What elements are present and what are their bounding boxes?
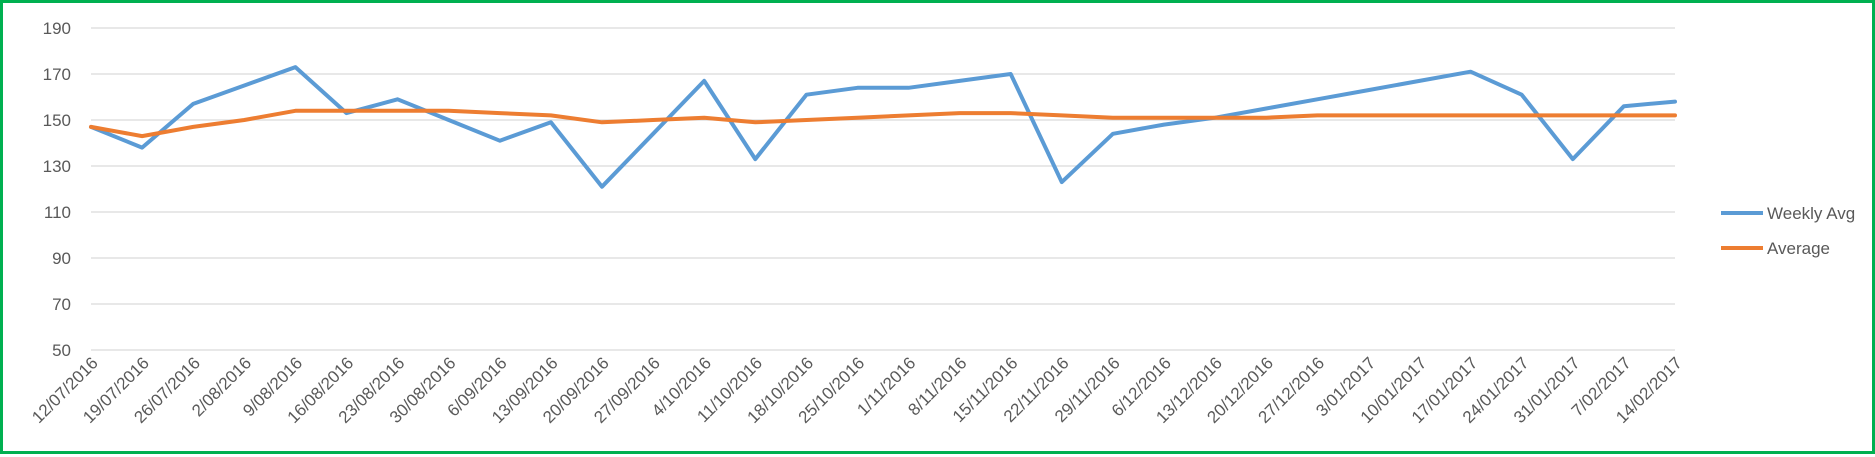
series-line-average [89,108,1677,139]
series-line-weekly-avg [89,65,1677,189]
legend-label: Average [1767,239,1830,258]
y-tick-label: 70 [52,295,71,314]
gridlines [91,27,1675,351]
y-tick-label: 110 [44,203,71,222]
y-tick-label: 150 [43,111,71,130]
y-tick-label: 130 [43,157,71,176]
legend-label: Weekly Avg [1767,204,1855,223]
y-tick-label: 170 [43,65,71,84]
legend: Weekly Avg Average [1721,204,1855,258]
series-lines [89,65,1677,189]
y-tick-label: 90 [52,249,71,268]
line-chart: 50 70 90 110 130 150 170 190 12/07/201619/07/20… [28,19,1855,427]
y-tick-label: 50 [52,341,71,360]
y-axis-ticks: 50 70 90 110 130 150 170 190 [43,19,71,360]
x-axis-ticks: 12/07/201619/07/201626/07/20162/08/20169… [28,353,1686,427]
y-tick-label: 190 [43,19,71,38]
